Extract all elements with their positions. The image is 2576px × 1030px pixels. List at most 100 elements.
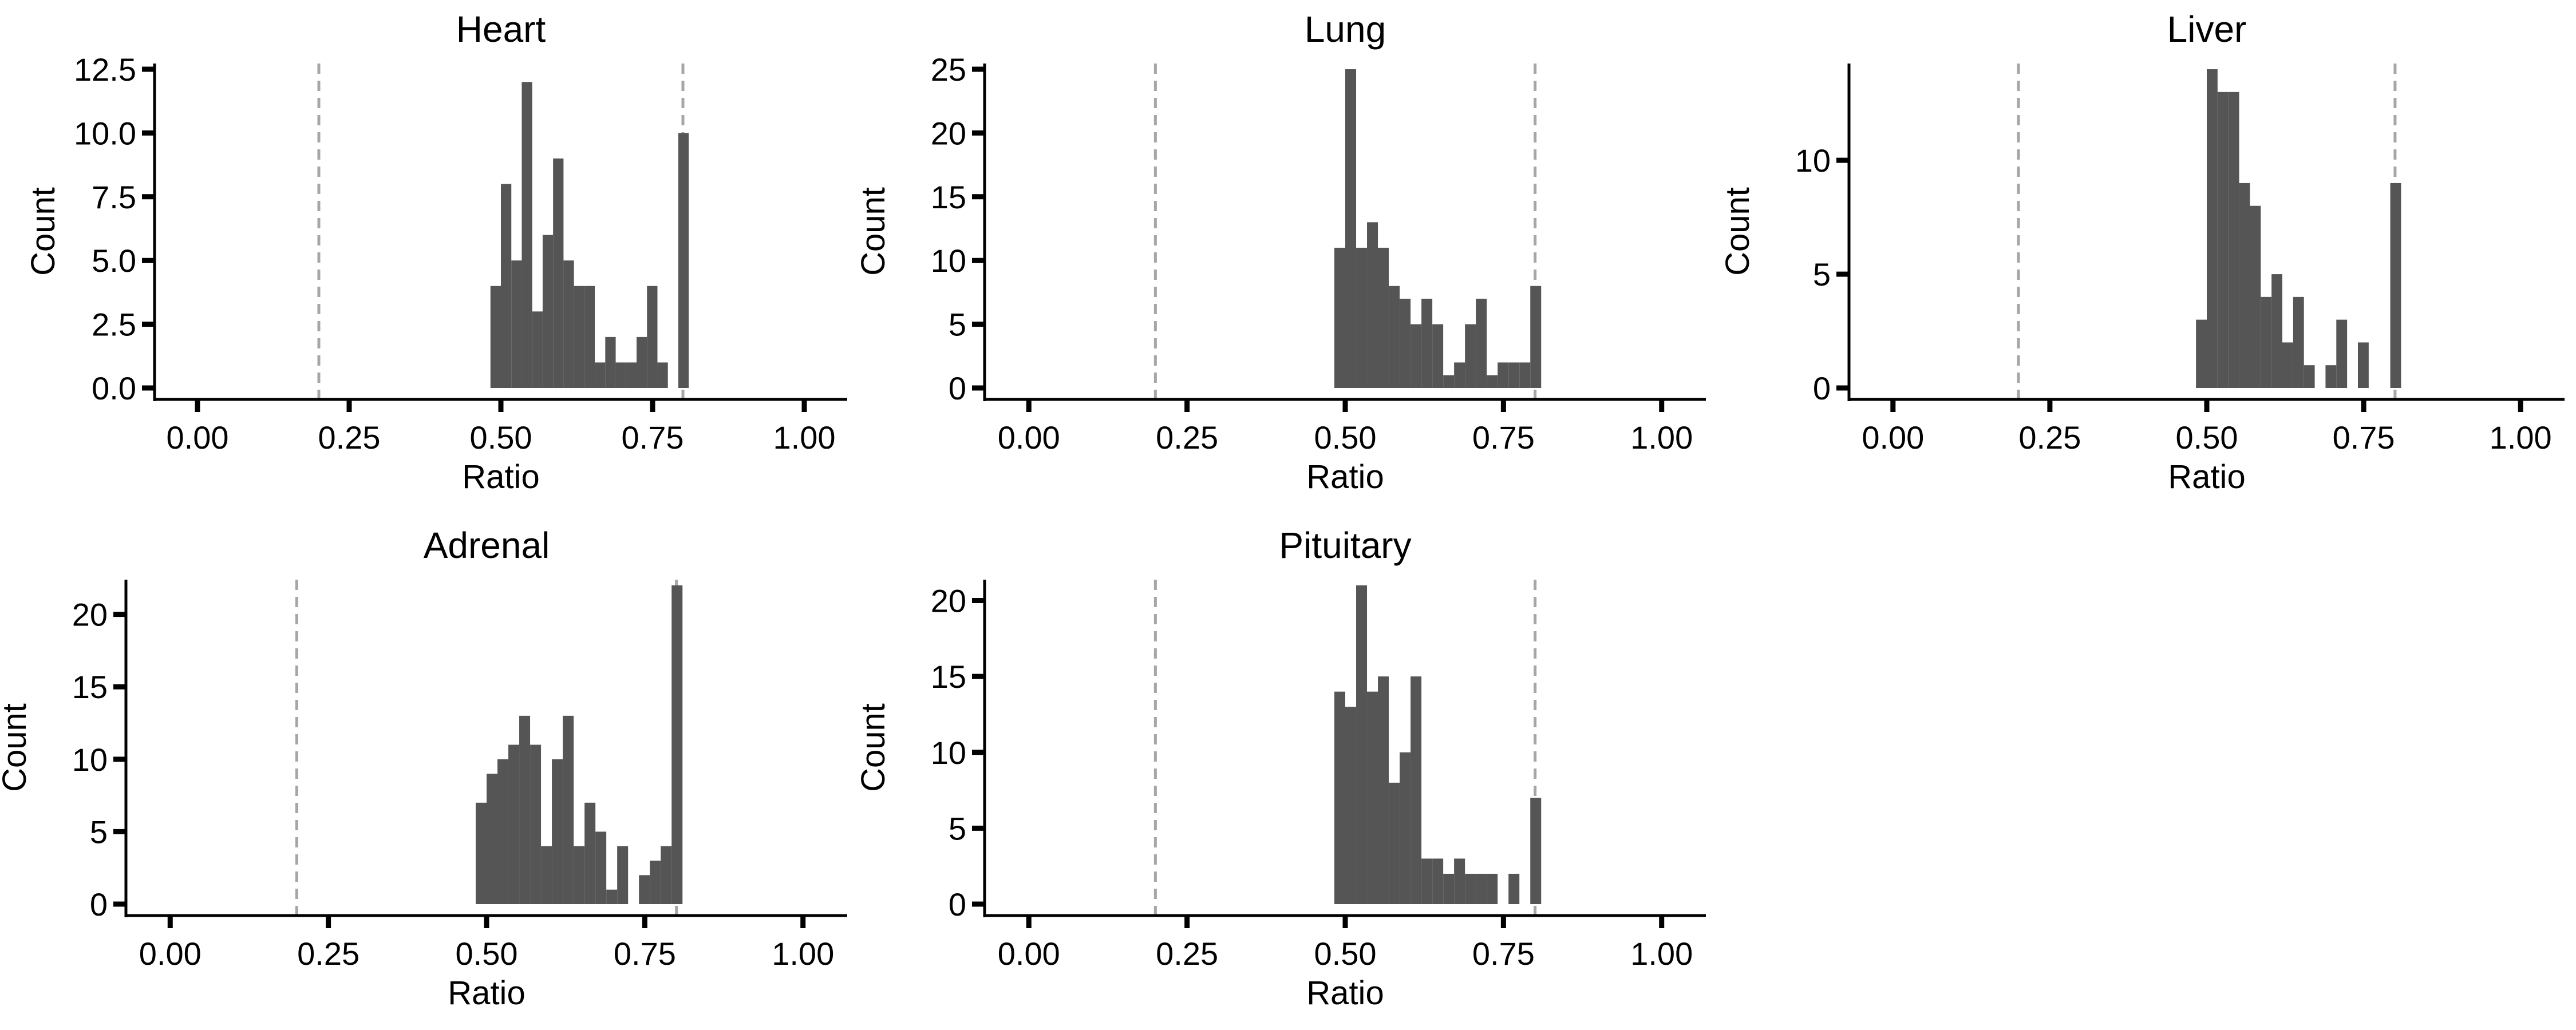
histogram-bar	[2282, 342, 2293, 388]
histogram-bar	[1345, 69, 1357, 388]
histogram-bar	[475, 802, 487, 904]
histogram-bar	[541, 846, 552, 904]
histogram-bar	[574, 286, 584, 388]
y-tick-label: 15	[72, 669, 108, 705]
histogram-bar	[552, 759, 563, 904]
y-tick-label: 25	[931, 52, 966, 88]
histogram-bar	[2336, 319, 2348, 388]
histogram-bar	[490, 286, 501, 388]
histogram-bar	[1345, 707, 1357, 904]
x-tick-label: 0.25	[2018, 419, 2081, 455]
x-tick-label: 0.75	[622, 419, 684, 455]
histogram-bar	[1432, 324, 1444, 388]
histogram-bar	[1508, 362, 1520, 388]
y-tick-label: 0	[1813, 370, 1831, 406]
y-tick-label: 2.5	[92, 307, 136, 343]
histogram-bar	[1367, 691, 1378, 904]
histogram-bar	[497, 759, 509, 904]
histogram-bar	[1465, 324, 1476, 388]
histogram-bar	[678, 133, 689, 388]
panel-title: Adrenal	[424, 525, 550, 566]
histogram-bar	[606, 889, 618, 904]
histogram-bar	[1465, 873, 1476, 904]
histogram-bar	[1389, 286, 1400, 388]
y-axis-label: Count	[855, 703, 892, 792]
x-axis-label: Ratio	[1306, 458, 1384, 496]
histogram-bar	[1508, 873, 1520, 904]
x-tick-label: 0.00	[998, 419, 1060, 455]
histogram-bar	[1400, 299, 1411, 388]
y-tick-label: 0	[949, 886, 966, 922]
y-tick-label: 5	[949, 307, 966, 343]
histogram-bar	[574, 846, 585, 904]
histogram-bar	[521, 82, 532, 388]
x-tick-label: 1.00	[772, 936, 834, 972]
panel-adrenal: Adrenal 0.00 0.25 0.50 0.75 1.00 0 5 10 15 20 Ratio…	[0, 525, 847, 1012]
y-tick-label: 5	[90, 814, 108, 850]
x-tick-label: 0.00	[998, 936, 1060, 972]
histogram-bar	[617, 846, 629, 904]
x-tick-label: 1.00	[773, 419, 836, 455]
panel-title: Lung	[1305, 9, 1386, 50]
x-tick-label: 0.00	[139, 936, 202, 972]
x-tick-label: 0.75	[614, 936, 676, 972]
histogram-bar	[532, 311, 543, 388]
histogram-bar	[1454, 858, 1465, 904]
histogram-bar	[2358, 342, 2369, 388]
panel-liver: Liver 0.00 0.25 0.50 0.75 1.00 0 5 10 Ratio Count	[1719, 9, 2565, 496]
x-tick-label: 0.00	[1862, 419, 1924, 455]
y-tick-label: 20	[931, 583, 966, 619]
histogram-bar	[650, 861, 661, 904]
histogram-bar	[1334, 691, 1345, 904]
histogram-bar	[519, 715, 531, 904]
histogram-bar	[1443, 375, 1455, 388]
y-axis-label: Count	[855, 187, 892, 276]
histogram-bar	[2325, 365, 2337, 388]
x-tick-label: 1.00	[1630, 419, 1693, 455]
histogram-bar	[1356, 247, 1368, 388]
histogram-bar	[1476, 873, 1487, 904]
histogram-bar	[657, 362, 668, 388]
x-tick-label: 0.00	[167, 419, 229, 455]
y-axis-label: Count	[1719, 187, 1756, 276]
y-axis-label: Count	[25, 187, 62, 276]
histogram-bar	[626, 362, 637, 388]
histogram-bar	[1421, 858, 1433, 904]
histogram-bar	[1530, 798, 1542, 904]
y-tick-label: 10	[72, 742, 108, 778]
y-tick-label: 20	[72, 597, 108, 633]
histogram-bar	[1487, 873, 1498, 904]
histogram-bar	[1378, 676, 1389, 904]
y-tick-label: 5	[1813, 256, 1831, 292]
histogram-bar	[595, 831, 607, 904]
panel-title: Heart	[456, 9, 546, 50]
y-tick-label: 10	[931, 735, 966, 771]
histogram-bar	[639, 875, 650, 904]
histogram-bar	[2261, 296, 2272, 388]
x-axis-label: Ratio	[462, 458, 539, 496]
y-tick-label: 7.5	[92, 179, 136, 215]
histogram-bar	[2293, 296, 2304, 388]
histogram-bar	[1519, 362, 1531, 388]
y-axis-label: Count	[0, 703, 33, 792]
y-tick-label: 5.0	[92, 243, 136, 279]
x-tick-label: 0.25	[1156, 936, 1218, 972]
panel-pituitary: Pituitary 0.00 0.25 0.50 0.75 1.00 0 5 10 15 20 Rat…	[855, 525, 1706, 1012]
histogram-bar	[1367, 222, 1378, 388]
x-tick-label: 0.50	[470, 419, 532, 455]
histogram-bar	[637, 336, 647, 388]
histogram-bar	[1432, 858, 1444, 904]
histogram-bar	[2228, 92, 2239, 389]
x-tick-label: 1.00	[2490, 419, 2552, 455]
histogram-bar	[1334, 247, 1345, 388]
histogram-bar	[2304, 365, 2315, 388]
histogram-bar	[584, 802, 596, 904]
histogram-bar	[2207, 69, 2218, 388]
y-tick-label: 20	[931, 115, 966, 151]
histogram-bar	[2239, 183, 2250, 388]
histogram-bar	[553, 158, 564, 388]
histogram-bar	[2217, 92, 2229, 389]
x-tick-label: 0.50	[2176, 419, 2238, 455]
histogram-bar	[1530, 286, 1542, 388]
histogram-bar	[595, 362, 606, 388]
